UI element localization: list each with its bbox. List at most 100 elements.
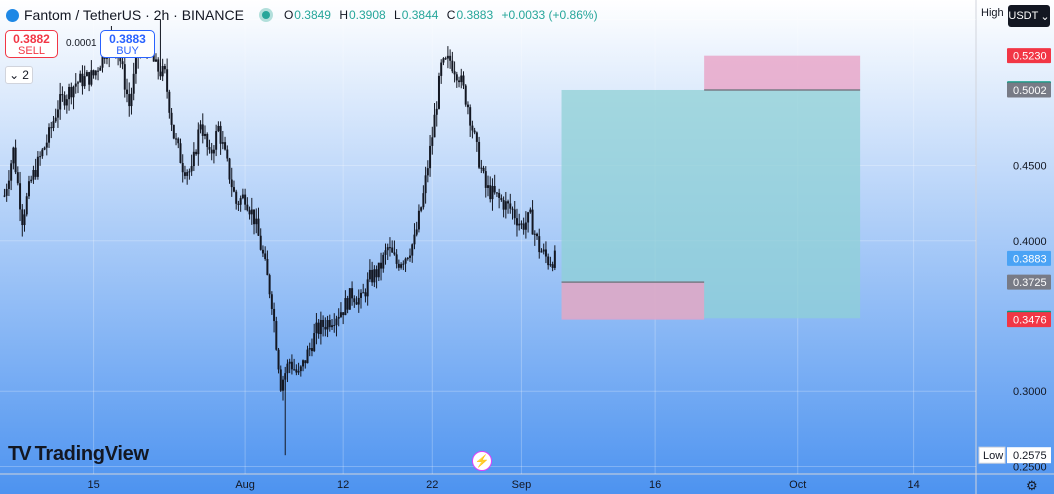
candle-body: [128, 94, 131, 107]
x-tick-label: 14: [907, 479, 919, 491]
symbol-title[interactable]: Fantom / TetherUS · 2h · BINANCE: [24, 7, 244, 23]
candle-body: [257, 218, 260, 236]
candle-body: [442, 58, 445, 63]
stop-zone-upper[interactable]: [704, 55, 861, 90]
candle-body: [32, 170, 35, 180]
candle-body: [261, 249, 264, 254]
currency-label: USDT: [1008, 10, 1039, 22]
candle-body: [295, 369, 298, 373]
candle-body: [239, 198, 242, 205]
candle-body: [498, 192, 501, 198]
candle-body: [469, 107, 472, 126]
candle-body: [172, 124, 175, 139]
candle-body: [440, 62, 443, 76]
candle-body: [471, 125, 474, 131]
sell-button[interactable]: 0.3882 SELL: [5, 30, 58, 58]
candle-body: [319, 319, 322, 335]
candle-body: [482, 167, 485, 172]
candle-body: [232, 187, 235, 192]
currency-button[interactable]: USDT ⌄: [1008, 5, 1050, 27]
candle-body: [451, 60, 454, 72]
candle-body: [507, 201, 510, 204]
candle-body: [411, 244, 414, 256]
candle-body: [306, 349, 309, 364]
candle-body: [161, 65, 164, 77]
price-label-box[interactable]: [1007, 250, 1051, 266]
candle-body: [362, 292, 365, 294]
candle-body: [208, 147, 211, 150]
candle-body: [99, 67, 102, 71]
candle-body: [500, 197, 503, 201]
price-label-box[interactable]: [1007, 274, 1051, 290]
candle-body: [270, 294, 273, 309]
time-axis[interactable]: 15 Aug 12 22 Sep 16 Oct 14: [87, 479, 919, 491]
profit-zone[interactable]: [561, 89, 861, 319]
candle-body: [380, 262, 383, 269]
candle-body: [357, 297, 360, 305]
candle-body: [435, 108, 438, 115]
candle-body: [34, 170, 37, 177]
candle-body: [246, 204, 249, 211]
candle-body: [259, 235, 262, 250]
candle-body: [226, 149, 229, 159]
candle-body: [21, 209, 24, 226]
candle-body: [168, 91, 171, 113]
low-value: 0.2575: [1013, 450, 1047, 462]
candle-body: [56, 109, 59, 118]
candle-body: [551, 264, 554, 268]
indicators-toggle-button[interactable]: ⌄ 2: [5, 66, 33, 84]
price-label[interactable]: 0.3476: [1013, 315, 1047, 327]
x-tick-label: Oct: [789, 479, 806, 491]
price-label[interactable]: 0.3883: [1013, 253, 1047, 265]
chevron-down-icon: ⌄: [1040, 10, 1050, 23]
candle-body: [536, 233, 539, 237]
candle-body: [404, 258, 407, 264]
candle-body: [268, 275, 271, 295]
candle-body: [157, 59, 160, 72]
candle-body: [409, 255, 412, 258]
candle-body: [201, 124, 204, 136]
candle-body: [235, 191, 238, 204]
candle-body: [504, 201, 507, 210]
candle-body: [466, 104, 469, 108]
candle-body: [5, 188, 8, 196]
price-label[interactable]: 0.5002: [1013, 85, 1047, 97]
lightning-icon[interactable]: ⚡: [472, 451, 492, 471]
candle-body: [322, 319, 325, 327]
candle-body: [177, 138, 180, 144]
candle-body: [132, 73, 135, 94]
stop-zone-lower[interactable]: [561, 282, 705, 320]
price-label[interactable]: 0.5230: [1013, 51, 1047, 63]
position-tool[interactable]: [561, 55, 861, 320]
low-value-box: [1007, 447, 1051, 464]
candle-body: [502, 200, 505, 210]
candle-body: [241, 194, 244, 199]
candle-body: [25, 196, 28, 215]
candle-body: [315, 322, 318, 334]
buy-price: 0.3883: [109, 32, 146, 46]
candle-body: [317, 322, 320, 335]
candle-body: [54, 117, 57, 122]
price-axis[interactable]: 0.54700.45000.40000.30000.2500HighLow0.2…: [978, 7, 1051, 473]
candle-body: [250, 209, 253, 215]
price-label-box[interactable]: [1007, 312, 1051, 328]
candle-body: [61, 94, 64, 96]
candle-body: [90, 70, 93, 85]
candle-body: [304, 360, 307, 364]
buy-label: BUY: [116, 45, 139, 57]
price-label[interactable]: 0.3725: [1013, 277, 1047, 289]
candle-body: [480, 167, 483, 169]
settings-gear-icon[interactable]: ⚙: [1026, 478, 1038, 493]
candle-body: [324, 326, 327, 330]
chevron-down-icon: ⌄: [9, 68, 20, 82]
x-tick-label: 16: [649, 479, 661, 491]
price-label-box[interactable]: [1007, 48, 1051, 64]
buy-button[interactable]: 0.3883 BUY: [100, 30, 155, 58]
tradingview-logo[interactable]: TV TradingView: [8, 443, 149, 466]
candle-body: [70, 86, 73, 98]
price-label-box[interactable]: [1007, 82, 1051, 98]
candle-body: [297, 371, 300, 373]
candle-body: [27, 181, 30, 197]
candle-body: [487, 185, 489, 188]
